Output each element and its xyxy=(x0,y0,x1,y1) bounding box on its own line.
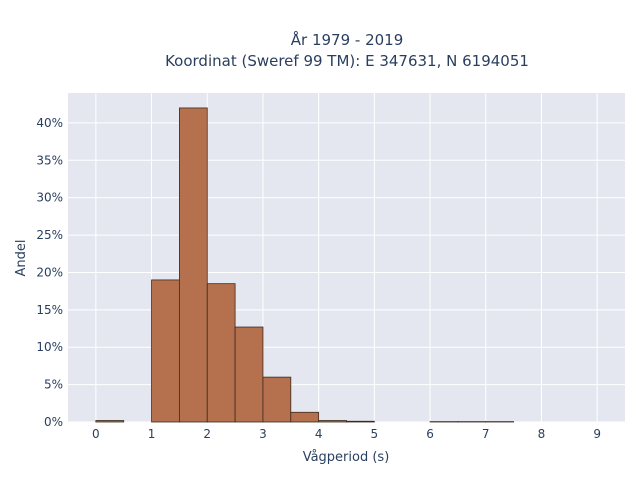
histogram-bar xyxy=(95,420,125,423)
histogram-bar xyxy=(178,107,208,423)
x-tick-label: 9 xyxy=(593,427,601,441)
y-tick-label: 0% xyxy=(44,415,63,429)
histogram-bar xyxy=(290,411,320,423)
y-axis-title: Andel xyxy=(14,240,29,277)
histogram-bar xyxy=(346,420,375,423)
x-tick-label: 5 xyxy=(371,427,379,441)
y-tick-label: 15% xyxy=(36,303,63,317)
histogram-bar xyxy=(262,376,292,423)
x-tick-label: 1 xyxy=(148,427,156,441)
y-tick-label: 25% xyxy=(36,228,63,242)
y-tick-label: 40% xyxy=(36,116,63,130)
x-tick-label: 8 xyxy=(538,427,546,441)
x-tick-label: 7 xyxy=(482,427,490,441)
chart-title-line-1: År 1979 - 2019 xyxy=(291,30,404,49)
y-tick-labels: 0% 5% 10% 15% 20% 25% 30% 35% 40% xyxy=(36,116,63,429)
y-tick-label: 10% xyxy=(36,340,63,354)
x-tick-label: 0 xyxy=(92,427,100,441)
x-axis-title: Vågperiod (s) xyxy=(303,450,390,465)
x-tick-label: 3 xyxy=(259,427,267,441)
histogram-bar xyxy=(151,279,180,423)
x-tick-label: 4 xyxy=(315,427,323,441)
x-tick-labels: 0 1 2 3 4 5 6 7 8 9 xyxy=(92,427,601,441)
x-tick-label: 2 xyxy=(203,427,211,441)
y-tick-label: 5% xyxy=(44,378,63,392)
histogram-bar xyxy=(234,326,264,423)
y-tick-label: 20% xyxy=(36,265,63,279)
x-tick-label: 6 xyxy=(426,427,434,441)
histogram-bar xyxy=(206,283,236,423)
y-tick-label: 35% xyxy=(36,153,63,167)
histogram-bar xyxy=(318,420,347,423)
y-tick-label: 30% xyxy=(36,191,63,205)
histogram-bars xyxy=(95,107,515,423)
chart-title-line-2: Koordinat (Sweref 99 TM): E 347631, N 61… xyxy=(165,52,529,70)
